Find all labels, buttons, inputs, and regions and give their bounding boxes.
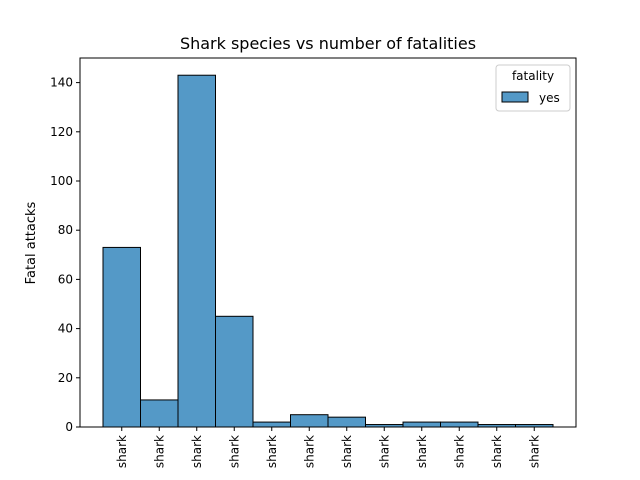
y-tick-label-0: 0 bbox=[65, 420, 73, 434]
y-tick-label-2: 40 bbox=[58, 322, 73, 336]
x-tick-label-1: shark bbox=[152, 435, 166, 468]
bar-3 bbox=[215, 315, 254, 428]
x-tick-label-3: shark bbox=[227, 435, 241, 468]
bar-4 bbox=[252, 421, 291, 428]
x-tick-label-7: shark bbox=[377, 435, 391, 468]
y-tick-label-5: 100 bbox=[50, 174, 73, 188]
x-tick-label-9: shark bbox=[452, 435, 466, 468]
x-tick-label-5: shark bbox=[302, 435, 316, 468]
x-tick-label-4: shark bbox=[265, 435, 279, 468]
x-tick-label-6: shark bbox=[340, 435, 354, 468]
y-tick-label-1: 20 bbox=[58, 371, 73, 385]
bar-5 bbox=[290, 414, 329, 428]
legend: fatality yes bbox=[495, 64, 571, 112]
x-tick-label-10: shark bbox=[490, 435, 504, 468]
bar-2 bbox=[177, 74, 216, 428]
x-tick-label-0: shark bbox=[115, 435, 129, 468]
y-axis-label: Fatal attacks bbox=[24, 201, 39, 284]
x-ticks: shark shark shark shark shark shark shark shark… bbox=[115, 427, 541, 468]
bar-0 bbox=[102, 246, 141, 428]
bar-1 bbox=[140, 399, 179, 428]
y-tick-label-3: 60 bbox=[58, 272, 73, 286]
bar-6 bbox=[327, 416, 366, 428]
legend-swatch-yes bbox=[501, 91, 529, 103]
y-tick-label-7: 140 bbox=[50, 76, 73, 90]
bars-group bbox=[102, 74, 554, 428]
bar-8 bbox=[402, 421, 441, 428]
x-tick-label-8: shark bbox=[415, 435, 429, 468]
bar-9 bbox=[440, 421, 479, 428]
x-tick-label-11: shark bbox=[527, 435, 541, 468]
y-tick-label-6: 120 bbox=[50, 125, 73, 139]
x-tick-label-2: shark bbox=[190, 435, 204, 468]
legend-label-yes: yes bbox=[539, 91, 560, 105]
plot-frame bbox=[79, 57, 577, 428]
y-tick-label-4: 80 bbox=[58, 223, 73, 237]
chart-title: Shark species vs number of fatalities bbox=[180, 34, 476, 53]
y-ticks: 0 20 40 60 80 100 120 140 bbox=[50, 76, 80, 434]
legend-title: fatality bbox=[512, 69, 554, 83]
